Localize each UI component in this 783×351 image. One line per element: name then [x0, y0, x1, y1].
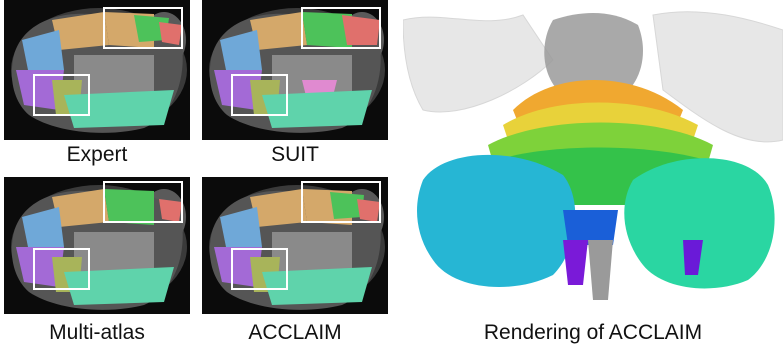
mri-panel-acclaim	[202, 177, 388, 314]
mri-panel-suit	[202, 0, 388, 140]
caption-rendering: Rendering of ACCLAIM	[483, 321, 703, 344]
caption-multi-atlas: Multi-atlas	[49, 321, 145, 344]
acclaim-3d-rendering	[403, 0, 783, 300]
caption-expert: Expert	[66, 143, 128, 166]
caption-acclaim: ACCLAIM	[248, 321, 342, 344]
caption-suit: SUIT	[271, 143, 319, 166]
mri-panel-expert	[4, 0, 190, 140]
mri-panel-multi-atlas	[4, 177, 190, 314]
